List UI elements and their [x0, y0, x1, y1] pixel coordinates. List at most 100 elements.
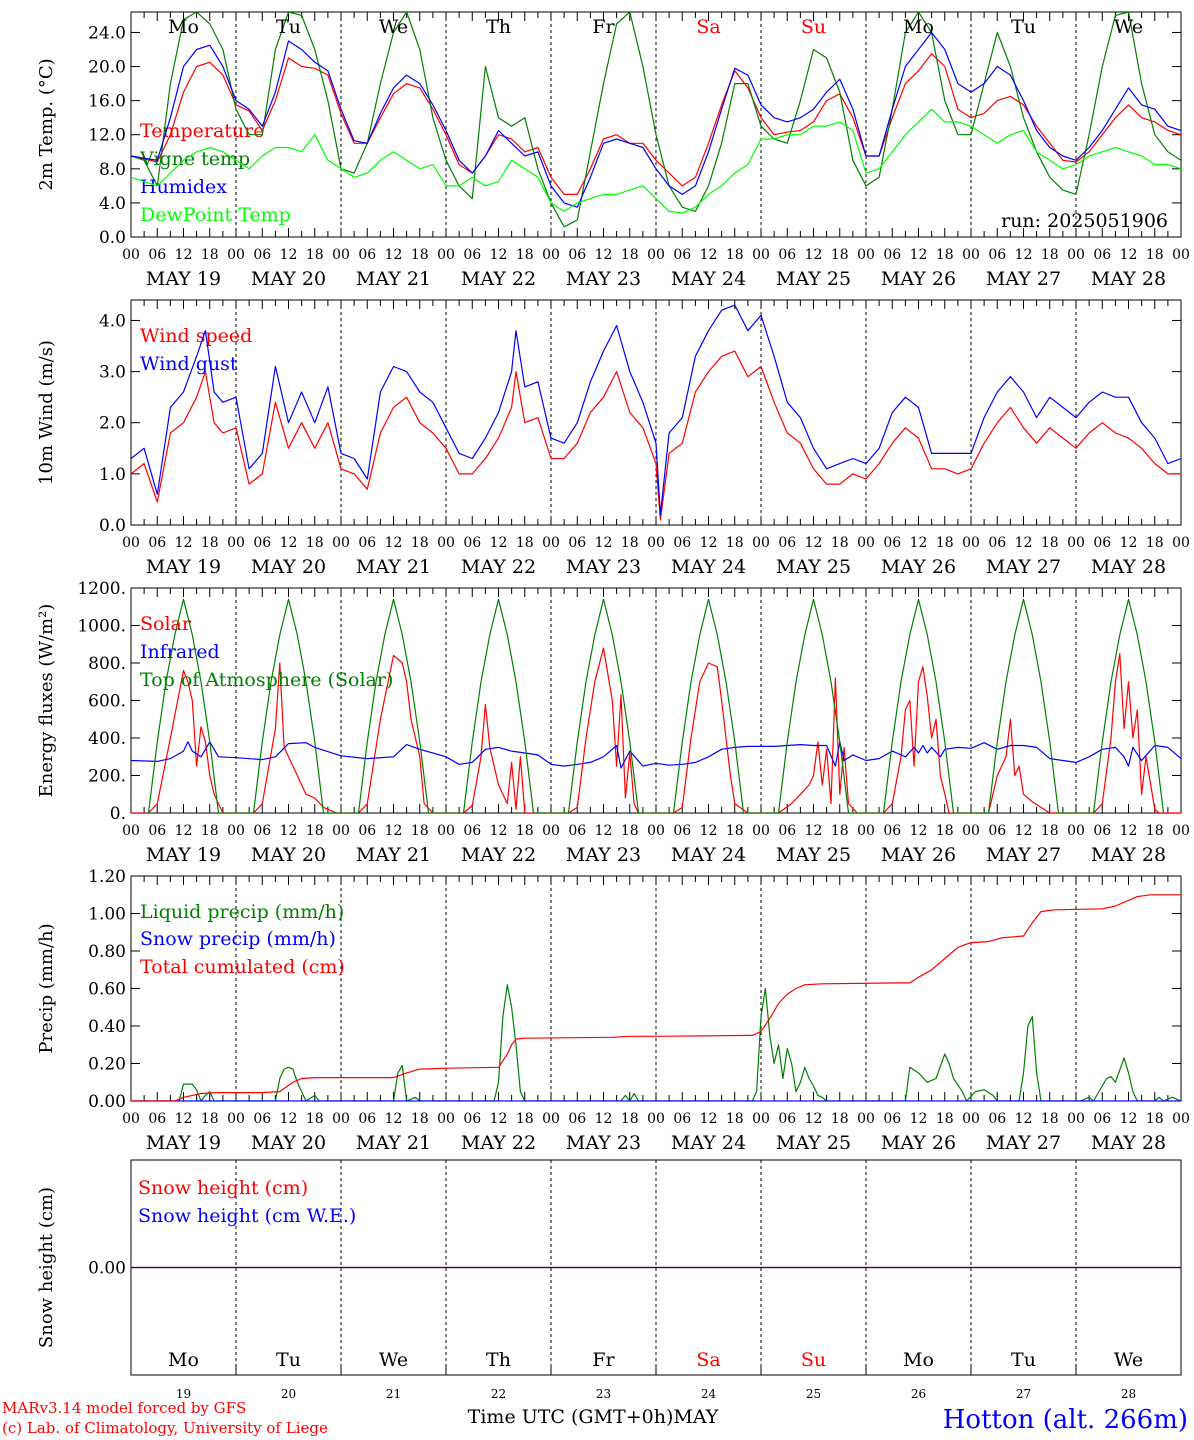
weekday-label: Tu: [1011, 16, 1036, 38]
data-point: [760, 138, 761, 139]
hour-tick-label: 00: [1172, 823, 1190, 839]
data-point: [262, 155, 263, 156]
data-point: [301, 15, 302, 16]
data-point: [170, 758, 171, 759]
date-label: MAY 20: [251, 556, 326, 578]
data-point: [970, 942, 971, 943]
hour-tick-label: 06: [1093, 823, 1111, 839]
data-point: [1062, 760, 1063, 761]
date-label: MAY 24: [671, 1132, 746, 1154]
data-point: [507, 803, 508, 804]
data-point: [301, 151, 302, 152]
date-label: MAY 21: [356, 556, 431, 578]
data-point: [209, 62, 210, 63]
y-tick-label: 4.0: [99, 194, 126, 214]
data-point: [935, 1078, 936, 1079]
legend-entry: Top of Atmosphere (Solar): [140, 669, 393, 691]
data-point: [778, 1003, 779, 1004]
data-point: [218, 756, 219, 757]
y-tick-label: 0.00: [88, 1259, 126, 1279]
data-point: [524, 752, 525, 753]
data-point: [918, 121, 919, 122]
data-point: [472, 762, 473, 763]
data-point: [747, 746, 748, 747]
date-label: MAY 21: [356, 268, 431, 290]
hour-tick-label: 18: [621, 1111, 639, 1127]
day-number: 26: [911, 1387, 926, 1401]
data-point: [787, 134, 788, 135]
data-point: [970, 117, 971, 118]
data-point: [327, 70, 328, 71]
data-point: [196, 766, 197, 767]
date-label: MAY 27: [986, 844, 1061, 866]
hour-tick-label: 12: [385, 1111, 403, 1127]
series-line-dewpoint-temp: [131, 108, 1181, 214]
data-point: [992, 1095, 993, 1096]
data-point: [1115, 1082, 1116, 1083]
hour-tick-label: 00: [647, 1111, 665, 1127]
hour-tick-label: 00: [227, 247, 245, 263]
data-point: [1075, 160, 1076, 161]
data-point: [1023, 427, 1024, 428]
data-point: [634, 803, 635, 804]
data-point: [813, 49, 814, 50]
hour-tick-label: 00: [752, 1111, 770, 1127]
data-point: [603, 83, 604, 84]
data-point: [774, 138, 775, 139]
legend-entry: Temperature: [140, 120, 264, 142]
data-point: [130, 1100, 131, 1101]
data-point: [170, 173, 171, 174]
data-point: [564, 226, 565, 227]
data-point: [367, 758, 368, 759]
weekday-label: Su: [801, 1349, 826, 1371]
data-point: [682, 417, 683, 418]
legend-entry: Snow height (cm): [138, 1177, 308, 1199]
hour-tick-label: 06: [463, 823, 481, 839]
data-point: [498, 599, 499, 600]
data-point: [511, 1007, 512, 1008]
hour-tick-label: 06: [148, 247, 166, 263]
data-point: [1180, 473, 1181, 474]
data-point: [931, 737, 932, 738]
data-point: [288, 11, 289, 12]
data-point: [524, 386, 525, 387]
data-point: [515, 371, 516, 372]
data-point: [585, 737, 586, 738]
data-point: [839, 79, 840, 80]
data-point: [1167, 463, 1168, 464]
day-number: 19: [176, 1387, 191, 1401]
data-point: [564, 202, 565, 203]
data-point: [957, 109, 958, 110]
data-point: [515, 330, 516, 331]
data-point: [1062, 155, 1063, 156]
date-label: MAY 22: [461, 1132, 536, 1154]
data-point: [1115, 147, 1116, 148]
data-point: [275, 147, 276, 148]
data-point: [634, 1093, 635, 1094]
data-point: [419, 1069, 420, 1070]
data-point: [297, 634, 298, 635]
hour-tick-label: 00: [437, 247, 455, 263]
data-point: [826, 468, 827, 469]
data-point: [865, 760, 866, 761]
data-point: [721, 104, 722, 105]
data-point: [682, 213, 683, 214]
data-point: [669, 432, 670, 433]
data-point: [721, 700, 722, 701]
data-point: [1049, 427, 1050, 428]
data-point: [970, 92, 971, 93]
data-point: [935, 719, 936, 720]
data-point: [511, 160, 512, 161]
data-point: [629, 11, 630, 12]
data-point: [1167, 747, 1168, 748]
hour-tick-label: 06: [988, 247, 1006, 263]
data-point: [235, 100, 236, 101]
data-point: [459, 164, 460, 165]
data-point: [892, 109, 893, 110]
data-point: [288, 448, 289, 449]
data-point: [406, 681, 407, 682]
data-point: [1180, 130, 1181, 131]
data-point: [1102, 134, 1103, 135]
hour-tick-label: 06: [778, 247, 796, 263]
